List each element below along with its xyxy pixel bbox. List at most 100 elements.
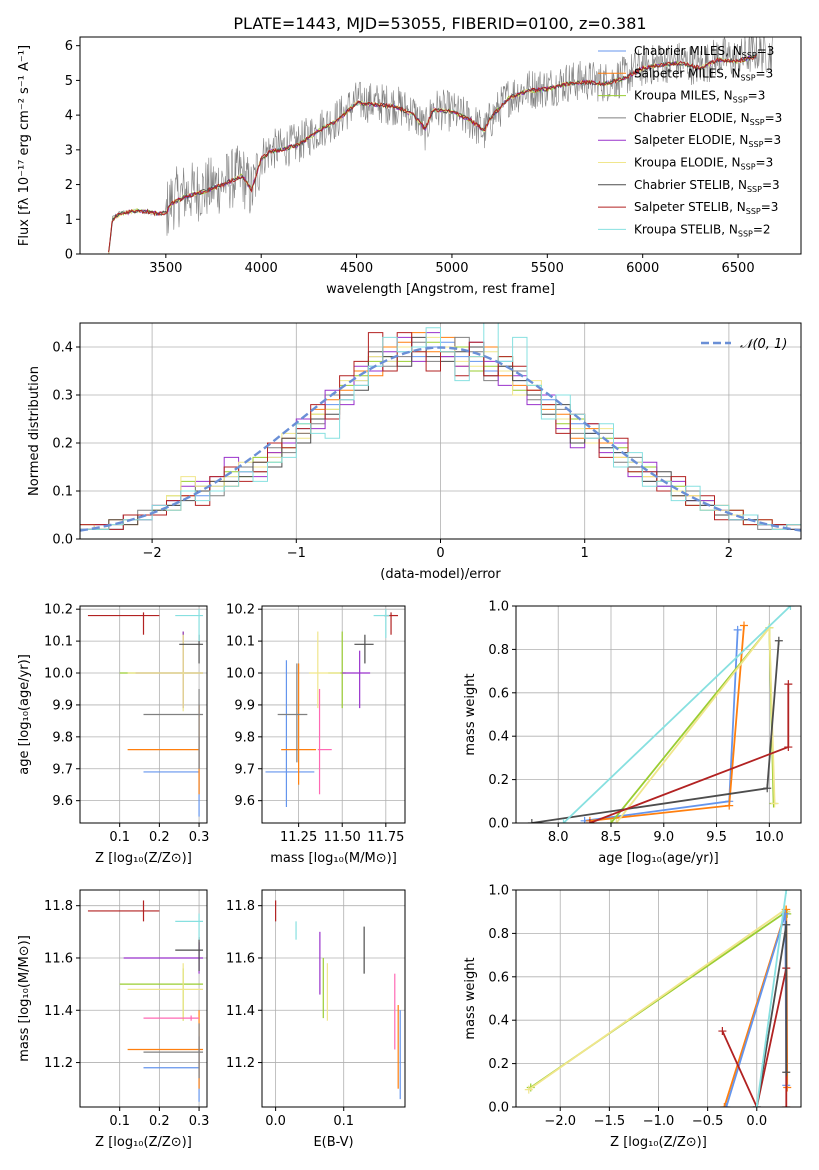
y-tick-label: 5: [65, 74, 73, 89]
axes-frame: [79, 889, 208, 1108]
x-tick-label: 6500: [722, 261, 755, 276]
y-tick-label: 11.8: [44, 899, 73, 914]
plot-area: [265, 609, 399, 808]
marker-kroupa_elodie: [770, 799, 779, 808]
x-axis-label: Z [log₁₀(Z/Z⊙)]: [610, 1135, 707, 1150]
marker-kroupa_miles: [607, 819, 615, 823]
y-axis-label: mass weight: [463, 673, 478, 755]
x-tick-label: −1.0: [643, 1114, 675, 1129]
y-tick-label: 10.0: [226, 667, 255, 682]
marker-salpeter_stelib: [585, 819, 594, 823]
y-tick-label: 10.2: [44, 603, 73, 618]
panel-massweight_vs_Z: −2.0 −1.5 −1.0 −0.5 0.0 0.0 0.2 0.4 0.6 0.8 1.0 Z […: [463, 884, 802, 1150]
x-tick-label: 0.3: [189, 1114, 210, 1129]
line-kroupa_stelib: [755, 890, 788, 1107]
line-kroupa_stelib: [562, 606, 792, 823]
x-tick-label: 0.0: [746, 1114, 767, 1129]
y-tick-label: 3: [65, 143, 73, 158]
y-tick-label: 9.6: [234, 794, 255, 809]
marker-salpeter_miles: [725, 801, 734, 810]
y-tick-label: 0.0: [488, 817, 509, 832]
marker-chabrier_stelib: [782, 920, 791, 929]
marker-salpeter_stelib: [784, 743, 793, 752]
axes-frame: [261, 605, 406, 824]
x-tick-label: 0.1: [109, 830, 130, 845]
legend-label-chabrier_elodie: Chabrier ELODIE, NSSP=3: [634, 111, 782, 127]
axes-frame: [79, 36, 802, 255]
x-tick-label: 0.3: [189, 830, 210, 845]
legend-label-gaussian: 𝒩(0, 1): [740, 337, 787, 352]
marker-chabrier_stelib: [774, 636, 783, 645]
legend-label-kroupa_stelib: Kroupa STELIB, NSSP=2: [634, 222, 771, 238]
y-axis-label: mass [log₁₀(M/M⊙)]: [17, 935, 32, 1062]
histogram-salpeter_elodie: [80, 332, 801, 539]
y-tick-label: 11.8: [226, 899, 255, 914]
marker-salpeter_stelib: [718, 1027, 727, 1036]
marker-chabrier_stelib: [527, 819, 536, 823]
gaussian-curve: [80, 346, 801, 532]
y-axis-label: Flux [fλ 10⁻¹⁷ erg cm⁻² s⁻¹ A⁻¹]: [17, 45, 32, 246]
x-tick-label: 10.0: [755, 830, 784, 845]
marker-salpeter_stelib: [784, 680, 793, 689]
panel-massweight_vs_age: 8.0 8.5 9.0 9.5 10.0 0.0 0.2 0.4 0.6 0.8 1.0 age [l…: [463, 600, 802, 866]
y-tick-label: 2: [65, 178, 73, 193]
x-axis-label: Z [log₁₀(Z/Z⊙)]: [95, 1135, 192, 1150]
x-axis-label: E(B-V): [313, 1135, 353, 1150]
x-axis-label: wavelength [Angstrom, rest frame]: [326, 282, 555, 297]
y-tick-label: 0.6: [488, 686, 509, 701]
marker-kroupa_stelib: [752, 1103, 761, 1107]
y-tick-label: 1.0: [488, 884, 509, 899]
x-tick-label: 6000: [626, 261, 659, 276]
panel-residuals: 𝒩(0, 1) −2 −1 0 1 2 0.0 0.1 0.2 0.3 0.4 (data-model…: [27, 322, 802, 582]
y-tick-label: 10.0: [44, 667, 73, 682]
model-spectrum-salpeter_stelib: [108, 54, 757, 253]
x-axis-label: (data-model)/error: [380, 567, 501, 582]
y-tick-label: 0.8: [488, 643, 509, 658]
marker-chabrier_stelib: [782, 1068, 791, 1077]
y-tick-label: 1.0: [488, 600, 509, 615]
marker-kroupa_stelib: [782, 890, 791, 894]
x-tick-label: 0: [436, 546, 444, 561]
x-tick-label: −2.0: [544, 1114, 576, 1129]
legend-label-salpeter_stelib: Salpeter STELIB, NSSP=3: [634, 200, 778, 216]
y-tick-label: 0.2: [488, 773, 509, 788]
figure-title: PLATE=1443, MJD=53055, FIBERID=0100, z=0…: [233, 14, 646, 33]
line-salpeter_stelib: [589, 684, 790, 823]
line-kroupa_elodie: [528, 908, 788, 1091]
plot-area: [108, 37, 773, 254]
line-chabrier_miles: [584, 629, 739, 822]
x-tick-label: 11.75: [367, 830, 404, 845]
plot-area: [87, 609, 204, 817]
y-tick-label: 11.6: [44, 951, 73, 966]
line-chabrier_stelib: [531, 640, 780, 823]
y-tick-label: 0.6: [488, 970, 509, 985]
y-axis-label: age [log₁₀(age/yr)]: [17, 654, 32, 775]
x-axis-label: age [log₁₀(age/yr)]: [598, 851, 719, 866]
y-tick-label: 0.4: [488, 1014, 509, 1029]
plot-area: [87, 900, 204, 1102]
axes-frame: [261, 889, 406, 1108]
y-tick-label: 9.8: [52, 730, 73, 745]
y-tick-label: 0.3: [52, 389, 73, 404]
line-kroupa_elodie: [615, 625, 776, 823]
y-tick-label: 0.2: [488, 1057, 509, 1072]
y-tick-label: 11.4: [44, 1004, 73, 1019]
x-tick-label: 11.50: [324, 830, 361, 845]
y-tick-label: 9.6: [52, 794, 73, 809]
x-tick-label: 8.0: [548, 830, 569, 845]
y-tick-label: 0.2: [52, 437, 73, 452]
x-tick-label: 5500: [531, 261, 564, 276]
legend-label-kroupa_elodie: Kroupa ELODIE, NSSP=3: [634, 156, 773, 172]
x-tick-label: 9.5: [706, 830, 727, 845]
y-tick-label: 0.1: [52, 485, 73, 500]
histogram-kroupa_stelib: [80, 323, 801, 539]
marker-salpeter_miles: [783, 1083, 792, 1092]
y-tick-label: 11.6: [226, 951, 255, 966]
panel-age_vs_mass: 11.25 11.50 11.75 9.6 9.7 9.8 9.9 10.0 10.1 10.2 m…: [226, 603, 406, 866]
marker-chabrier_miles: [733, 625, 742, 634]
axes-frame: [515, 605, 802, 824]
y-tick-label: 9.9: [52, 698, 73, 713]
marker-salpeter_stelib: [782, 1103, 791, 1107]
y-tick-label: 1: [65, 213, 73, 228]
